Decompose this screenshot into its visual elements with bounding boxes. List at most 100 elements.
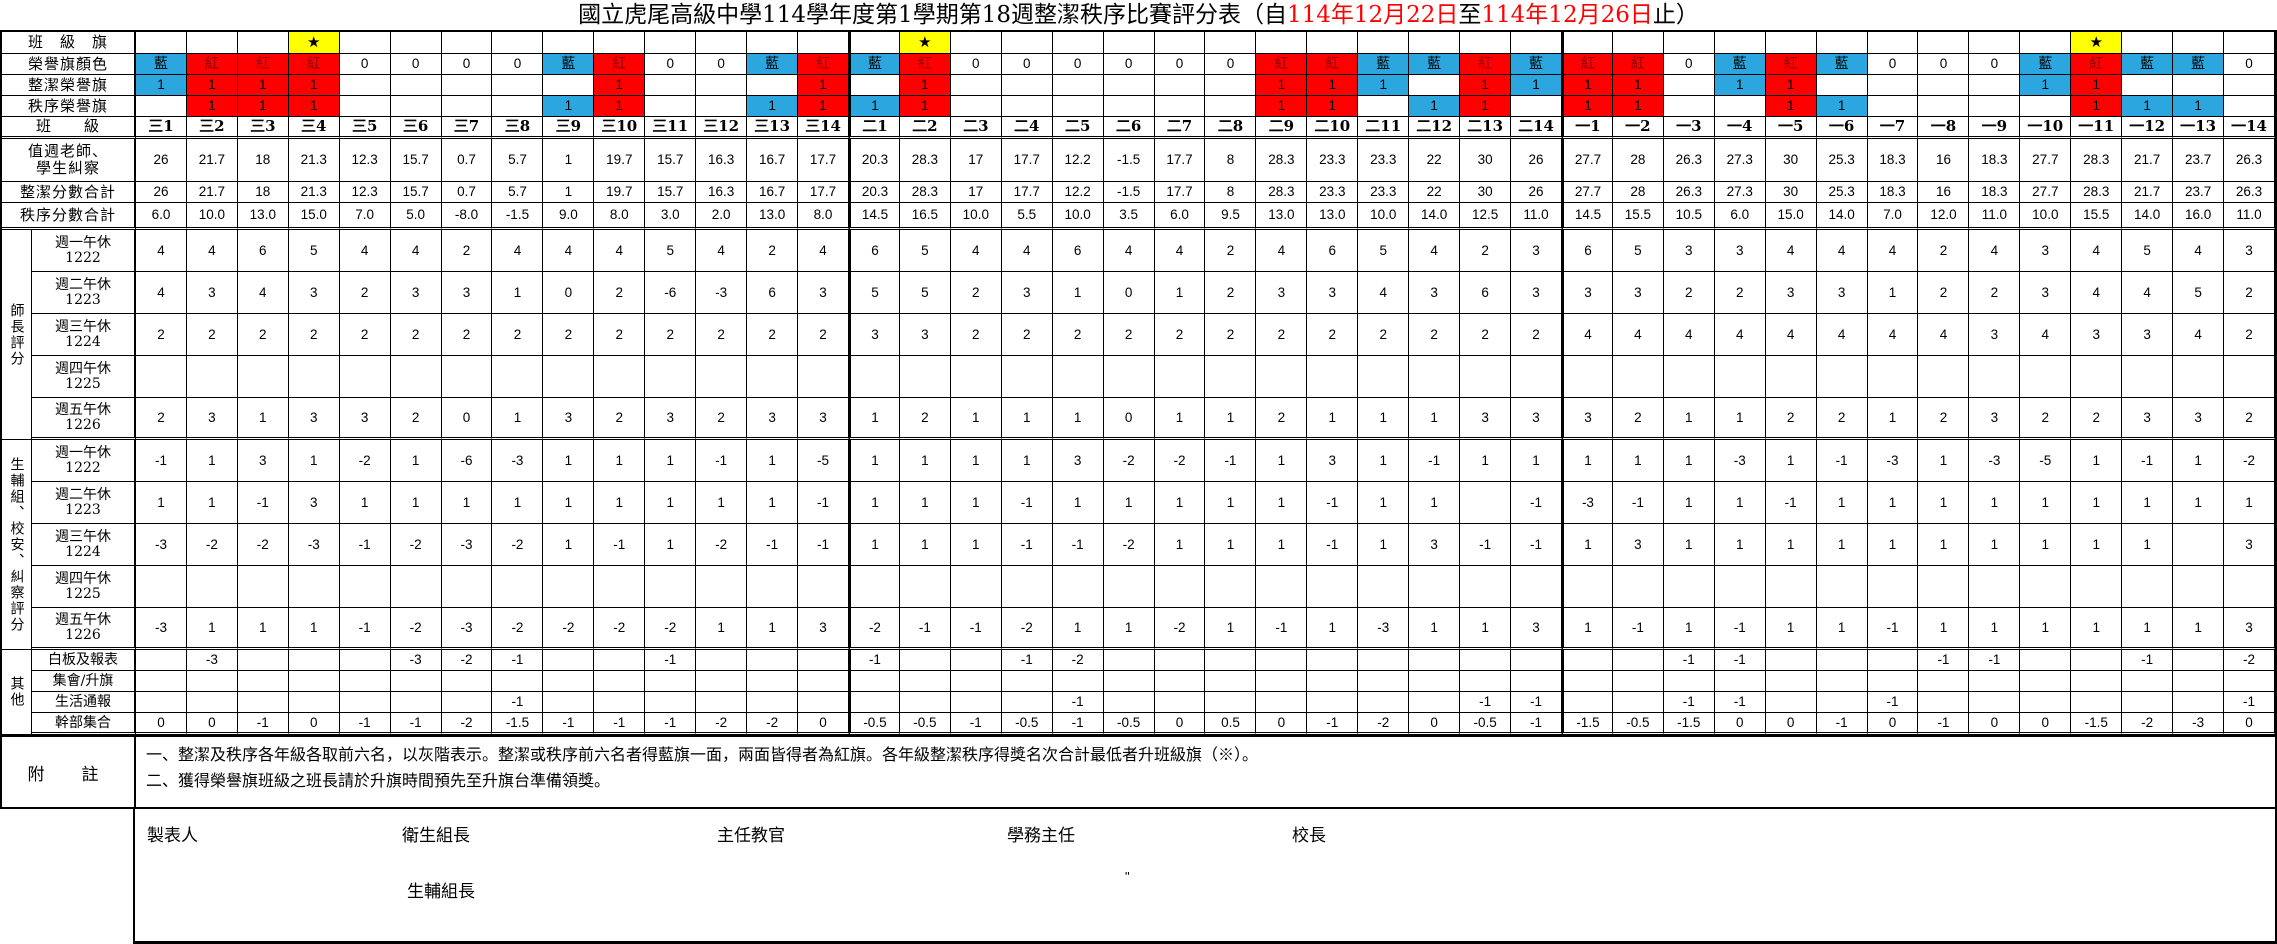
clean-flag-cell	[848, 75, 900, 96]
class-flag-cell	[645, 32, 697, 54]
other-score-cell	[1358, 671, 1410, 692]
discipline-eval-score-cell: 1	[492, 482, 544, 524]
clean-total-cell: 28	[1612, 182, 1664, 203]
teacher-eval-score-cell: 1	[1052, 272, 1104, 314]
clean-total-cell: 21.7	[186, 182, 238, 203]
teacher-eval-score-cell: 2	[2224, 272, 2275, 314]
class-name-cell: 二11	[1358, 117, 1410, 139]
teacher-eval-score-cell: 2	[696, 314, 748, 356]
discipline-eval-score-cell: 1	[2173, 440, 2225, 482]
other-score-cell	[1256, 692, 1308, 713]
teacher-score-cell: 21.7	[2122, 139, 2174, 182]
teacher-eval-score-cell: 2	[747, 314, 799, 356]
discipline-eval-score-cell: -1	[950, 608, 1002, 650]
flag-color-cell: 0	[1969, 54, 2021, 75]
row-label-clean-total: 整潔分數合計	[2, 182, 136, 203]
row-label-flag-color: 榮譽旗顏色	[2, 54, 136, 75]
teacher-score-cell: 28	[1612, 139, 1664, 182]
teacher-eval-score-cell: 1	[950, 398, 1002, 440]
teacher-eval-score-cell: 2	[2224, 398, 2275, 440]
discipline-eval-score-cell	[696, 566, 748, 608]
other-score-cell	[1612, 671, 1664, 692]
other-score-cell: -0.5	[1001, 713, 1053, 735]
order-total-cell: 2.0	[696, 203, 748, 230]
teacher-eval-score-cell: 2	[594, 398, 646, 440]
clean-total-cell: 27.7	[2020, 182, 2072, 203]
teacher-eval-score-cell: 3	[1511, 272, 1562, 314]
discipline-eval-score-cell: -2	[543, 608, 595, 650]
teacher-eval-score-cell: 3	[1511, 398, 1562, 440]
discipline-eval-score-cell: -2	[492, 524, 544, 566]
teacher-eval-score-cell: 4	[2173, 230, 2225, 272]
order-total-cell: 10.0	[1052, 203, 1104, 230]
teacher-eval-score-cell: 2	[1918, 230, 1970, 272]
teacher-eval-score-cell: 3	[899, 314, 951, 356]
discipline-eval-score-cell	[543, 566, 595, 608]
class-flag-cell	[339, 32, 391, 54]
teacher-eval-score-cell: 2	[1918, 398, 1970, 440]
teacher-eval-score-cell: 4	[339, 230, 391, 272]
other-score-cell	[798, 692, 849, 713]
order-total-cell: 6.0	[1154, 203, 1206, 230]
other-score-cell	[2071, 692, 2123, 713]
other-score-cell	[1154, 671, 1206, 692]
discipline-eval-score-cell: 1	[1205, 524, 1257, 566]
teacher-eval-score-cell: 2	[1460, 314, 1512, 356]
discipline-eval-score-cell: 1	[645, 440, 697, 482]
teacher-eval-score-cell: 0	[441, 398, 493, 440]
other-score-cell: -1	[1714, 650, 1766, 671]
class-flag-cell	[441, 32, 493, 54]
teacher-eval-score-cell: 2	[2224, 314, 2275, 356]
teacher-eval-score-cell: 2	[1460, 230, 1512, 272]
other-score-cell	[1256, 650, 1308, 671]
teacher-score-cell: 21.7	[186, 139, 238, 182]
teacher-eval-score-cell	[1612, 356, 1664, 398]
class-flag-cell	[390, 32, 442, 54]
signature-counseling-chief: 生輔組長	[407, 882, 475, 902]
teacher-eval-score-cell: 6	[1307, 230, 1359, 272]
clean-flag-cell: 1	[1460, 75, 1512, 96]
flag-color-cell-red: 紅	[798, 54, 849, 75]
discipline-eval-score-cell	[339, 566, 391, 608]
order-total-cell: 15.5	[2071, 203, 2123, 230]
score-table: 班 級 旗 ★ ★ ★ 榮譽旗顏色藍紅紅紅 0 0 0 0 藍紅 0 0 藍紅藍紅 0 0 0 0 0 0 紅紅藍藍紅…	[0, 30, 2277, 737]
other-score-cell	[1103, 671, 1155, 692]
other-score-cell	[899, 692, 951, 713]
discipline-eval-score-cell: 3	[237, 440, 289, 482]
teacher-eval-score-cell: 1	[1409, 398, 1461, 440]
clean-flag-cell	[696, 75, 748, 96]
other-score-cell: -2	[2122, 713, 2174, 735]
teacher-eval-row-label: 週一午休 1222	[32, 230, 136, 272]
teacher-eval-score-cell	[1001, 356, 1053, 398]
discipline-eval-score-cell	[1052, 566, 1104, 608]
teacher-eval-score-cell: 4	[2071, 272, 2123, 314]
clean-flag-cell	[747, 75, 799, 96]
teacher-eval-score-cell: 2	[390, 314, 442, 356]
notes-row: 附 註 一、整潔及秩序各年級各取前六名，以灰階表示。整潔或秩序前六名者得藍旗一面…	[0, 737, 2277, 809]
discipline-eval-score-cell: -2	[492, 608, 544, 650]
clean-total-cell: 17.7	[1154, 182, 1206, 203]
discipline-eval-score-cell	[1663, 566, 1715, 608]
note-line-2: 二、獲得榮譽旗班級之班長請於升旗時間預先至升旗台準備領獎。	[146, 771, 611, 791]
signature-academic-director: 學務主任	[1007, 826, 1075, 846]
discipline-eval-score-cell: 1	[1409, 608, 1461, 650]
discipline-eval-score-cell: 1	[390, 482, 442, 524]
other-score-cell	[798, 650, 849, 671]
discipline-eval-score-cell: -1	[1409, 440, 1461, 482]
discipline-eval-score-cell: 1	[2071, 482, 2123, 524]
discipline-eval-score-cell: 1	[2071, 440, 2123, 482]
other-score-cell	[1154, 650, 1206, 671]
teacher-score-cell: 15.7	[645, 139, 697, 182]
teacher-eval-score-cell: 3	[543, 398, 595, 440]
clean-total-cell: 16.3	[696, 182, 748, 203]
teacher-eval-score-cell: 3	[1001, 272, 1053, 314]
teacher-eval-score-cell: 4	[1918, 314, 1970, 356]
teacher-eval-score-cell: 4	[1765, 314, 1817, 356]
order-flag-cell: 1	[543, 96, 595, 117]
note-line-1: 一、整潔及秩序各年級各取前六名，以灰階表示。整潔或秩序前六名者得藍旗一面，兩面皆…	[146, 745, 1259, 764]
discipline-eval-score-cell: -1	[696, 440, 748, 482]
clean-flag-cell	[645, 75, 697, 96]
discipline-eval-score-cell: -2	[1103, 524, 1155, 566]
discipline-eval-score-cell: 3	[288, 482, 340, 524]
teacher-eval-score-cell: 2	[1307, 314, 1359, 356]
